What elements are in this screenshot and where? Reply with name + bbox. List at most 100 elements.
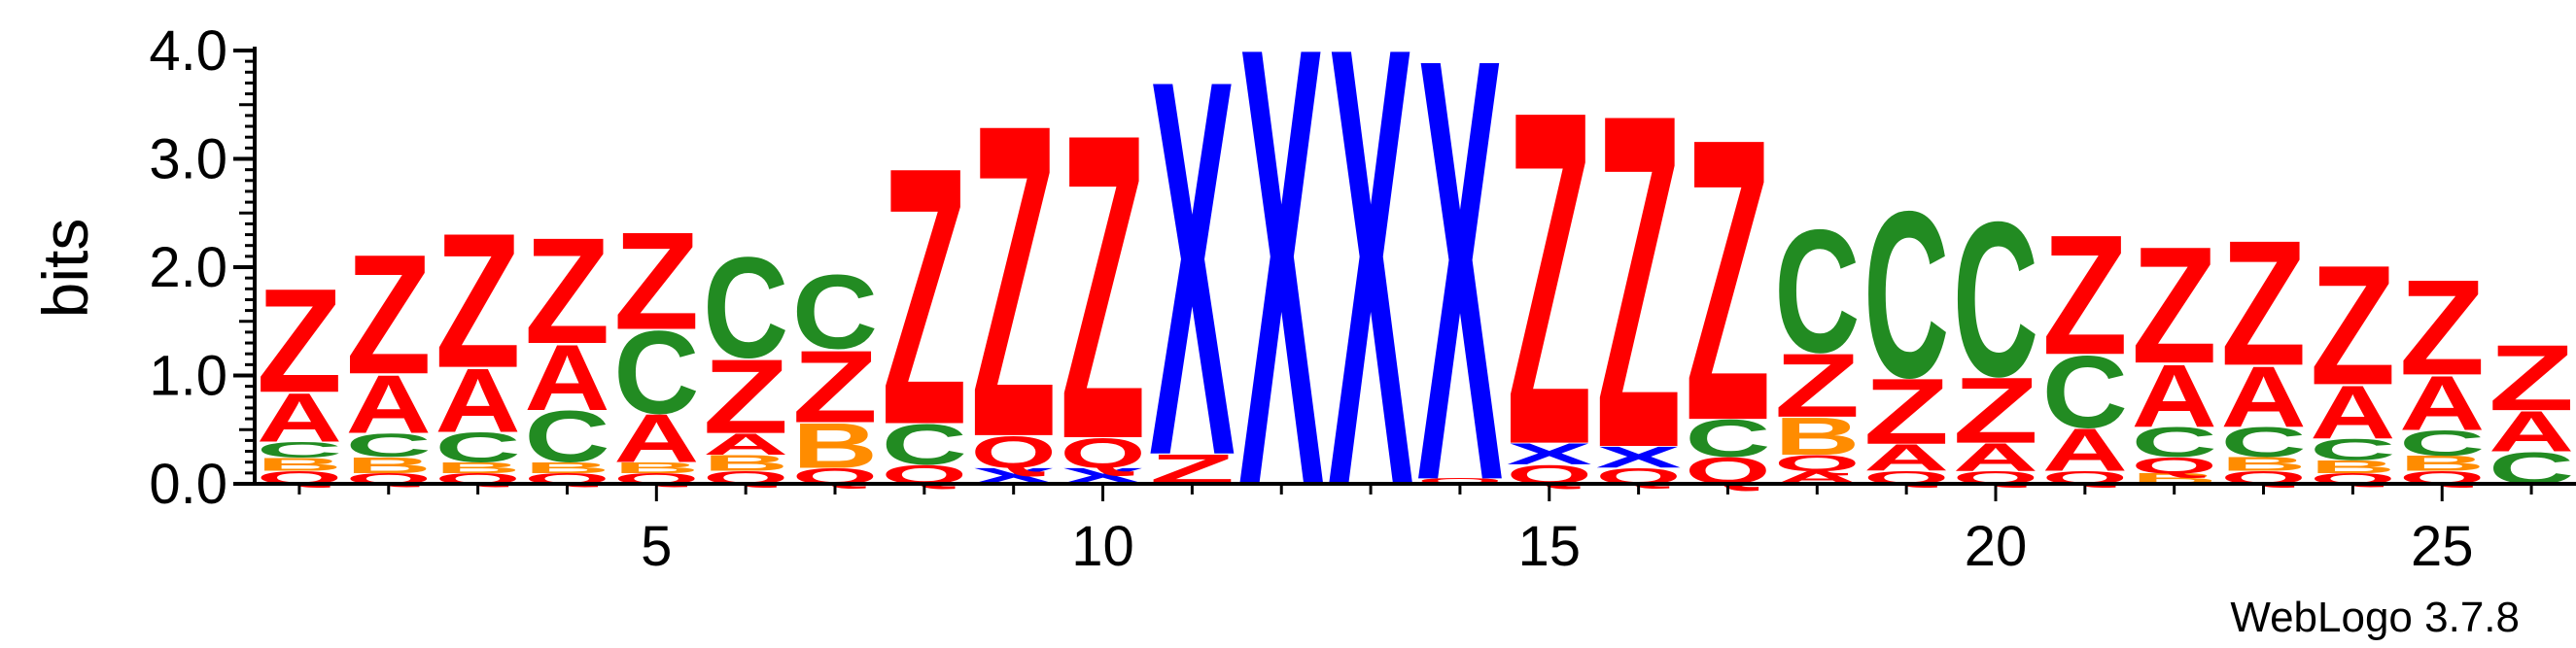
logo-letter-C: C <box>257 437 342 462</box>
x-tick-label: 10 <box>1071 515 1134 578</box>
logo-letter-Z: Z <box>257 259 342 425</box>
logo-letter-C: C <box>2042 336 2128 451</box>
logo-letter-A: A <box>2399 360 2485 447</box>
logo-letter-Z: Z <box>524 206 609 375</box>
logo-letter-B: B <box>2310 457 2395 477</box>
logo-letter-A: A <box>2489 400 2574 464</box>
logo-letter-Z: Z <box>2310 230 2395 422</box>
logo-letter-C: C <box>435 425 521 472</box>
logo-letter-A: A <box>613 401 699 477</box>
logo-letter-B: B <box>792 410 878 481</box>
logo-letter-A: A <box>2220 348 2306 445</box>
logo-letter-C: C <box>1685 409 1770 468</box>
logo-letter-B: B <box>1774 407 1860 466</box>
logo-letter-C: C <box>524 397 609 478</box>
logo-letter-Z: Z <box>882 90 967 501</box>
logo-letter-A: A <box>2132 346 2217 446</box>
stack-pos-17: QCZ <box>1685 54 1770 504</box>
logo-letter-A: A <box>703 427 788 461</box>
logo-letter-C: C <box>703 226 788 388</box>
logo-letter-A: A <box>1863 437 1949 479</box>
logo-letter-X: X <box>1149 0 1236 568</box>
logo-letter-C: C <box>2310 432 2395 466</box>
logo-letter-Z: Z <box>346 220 432 411</box>
logo-letter-Z: Z <box>613 204 699 358</box>
logo-letter-Z: Z <box>2042 200 2128 392</box>
logo-letter-Z: Z <box>1507 12 1592 544</box>
stack-pos-26: CAZ <box>2489 326 2574 494</box>
y-tick-label: 1.0 <box>149 345 227 408</box>
logo-letter-X: X <box>1596 440 1682 474</box>
weblogo-credit: WebLogo 3.7.8 <box>2230 594 2520 641</box>
logo-letter-Q: Q <box>971 427 1057 478</box>
logo-axes: 0.0 1.0 2.0 3.0 4.0 5 10 15 20 25 <box>149 19 2576 578</box>
stack-pos-12: X <box>1238 0 1325 617</box>
logo-letter-A: A <box>2042 416 2128 484</box>
stack-pos-10: XQZ <box>1060 42 1145 529</box>
stack-pos-9: XQZ <box>971 33 1057 531</box>
y-tick-label: 2.0 <box>149 236 227 299</box>
logo-letter-Z: Z <box>435 192 521 408</box>
logo-letter-Z: Z <box>2489 326 2574 431</box>
stack-pos-16: QXZ <box>1596 15 1682 547</box>
logo-letter-A: A <box>435 351 521 452</box>
logo-letter-Z: Z <box>1774 334 1860 436</box>
logo-letter-C: C <box>2220 419 2306 466</box>
logo-letter-Z: Z <box>703 338 788 457</box>
x-tick-label: 25 <box>2411 515 2474 578</box>
logo-letter-A: A <box>257 379 342 457</box>
logo-letter-Q: Q <box>1774 451 1860 476</box>
logo-letter-Q: Q <box>1060 429 1145 477</box>
logo-letter-X: X <box>1328 0 1414 617</box>
logo-letter-B: B <box>2220 453 2306 475</box>
logo-letter-C: C <box>1774 192 1860 390</box>
logo-letter-Q: Q <box>2132 453 2217 478</box>
stack-pos-8: QCZ <box>882 90 967 501</box>
y-tick-label: 0.0 <box>149 453 227 516</box>
logo-letter-A: A <box>346 358 432 451</box>
x-tick-label: 15 <box>1518 515 1582 578</box>
logo-letter-X: X <box>1507 437 1592 471</box>
logo-letter-C: C <box>2399 423 2485 463</box>
logo-letter-Z: Z <box>1953 358 2038 463</box>
logo-letter-A: A <box>2310 369 2395 454</box>
logo-letter-B: B <box>524 460 609 476</box>
logo-letter-Z: Z <box>2132 212 2217 397</box>
logo-letter-Z: Z <box>792 328 878 444</box>
stack-pos-15: QXZ <box>1507 12 1592 544</box>
logo-letter-B: B <box>2399 452 2485 475</box>
logo-letter-Z: Z <box>1863 359 1949 464</box>
logo-letter-C: C <box>613 307 699 439</box>
y-axis-label: bits <box>29 219 101 319</box>
logo-letter-A: A <box>1953 436 2038 480</box>
logo-letter-B: B <box>346 453 432 478</box>
logo-letter-A: A <box>524 325 609 430</box>
logo-letter-C: C <box>1863 161 1949 426</box>
logo-letter-X: X <box>1238 0 1325 617</box>
x-tick-label: 20 <box>1965 515 2028 578</box>
logo-letter-Z: Z <box>2220 204 2306 404</box>
stack-pos-14: QX <box>1417 0 1504 607</box>
logo-letter-Z: Z <box>1060 42 1145 529</box>
x-tick-label: 5 <box>641 515 672 578</box>
logo-letter-C: C <box>882 413 967 477</box>
logo-letter-C: C <box>1953 176 2038 423</box>
logo-letter-C: C <box>346 427 432 464</box>
logo-letter-Q: Q <box>1417 477 1503 486</box>
